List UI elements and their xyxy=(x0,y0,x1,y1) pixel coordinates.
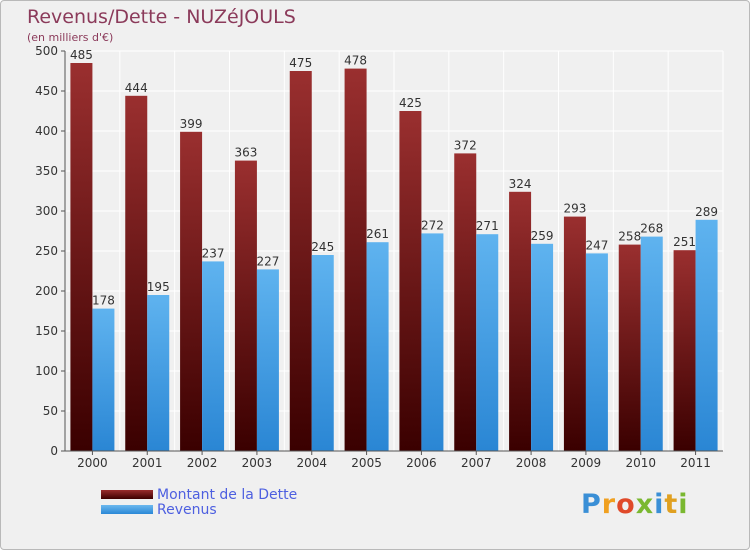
data-label: 227 xyxy=(256,254,279,268)
bar-dette xyxy=(454,153,477,451)
logo-letter: o xyxy=(616,489,636,520)
data-label: 399 xyxy=(180,117,203,131)
bar-dette xyxy=(234,160,257,451)
data-label: 425 xyxy=(399,96,422,110)
data-label: 268 xyxy=(640,222,663,236)
data-label: 289 xyxy=(695,205,718,219)
bar-revenus xyxy=(147,295,170,451)
data-label: 293 xyxy=(563,202,586,216)
bar-dette xyxy=(70,63,93,451)
y-tick-label: 450 xyxy=(35,84,58,98)
bar-dette xyxy=(673,250,696,451)
y-tick-label: 400 xyxy=(35,124,58,138)
data-label: 271 xyxy=(476,219,499,233)
data-label: 258 xyxy=(618,230,641,244)
chart-title: Revenus/Dette - NUZéJOULS xyxy=(27,6,296,28)
bar-revenus xyxy=(421,233,444,451)
bars xyxy=(70,63,718,452)
data-labels: 485 178 444 195 399 237 363 227 475 245 478 261 425 2… xyxy=(70,48,718,308)
bar-revenus xyxy=(640,236,663,451)
x-tick-label: 2010 xyxy=(625,456,656,470)
x-tick-label: 2002 xyxy=(187,456,218,470)
data-label: 247 xyxy=(585,238,608,252)
legend-label-debt: Montant de la Dette xyxy=(157,486,298,503)
logo-letter: P xyxy=(581,489,602,520)
data-label: 444 xyxy=(125,81,148,95)
bar-dette xyxy=(125,95,148,452)
bar-revenus xyxy=(256,269,279,451)
y-tick-label: 500 xyxy=(35,44,58,58)
bar-dette xyxy=(618,244,641,451)
data-label: 363 xyxy=(234,146,257,160)
bar-dette xyxy=(509,191,532,452)
bar-revenus xyxy=(476,234,499,451)
data-label: 251 xyxy=(673,235,696,249)
y-tick-label: 350 xyxy=(35,164,58,178)
legend-item-debt: Montant de la Dette xyxy=(101,486,298,503)
y-tick-label: 150 xyxy=(35,324,58,338)
bar-revenus xyxy=(92,308,115,451)
x-tick-label: 2007 xyxy=(461,456,492,470)
logo-letter: i xyxy=(678,489,689,520)
data-label: 259 xyxy=(531,229,554,243)
x-tick-label: 2001 xyxy=(132,456,163,470)
y-tick-label: 100 xyxy=(35,364,58,378)
bar-dette xyxy=(344,68,367,451)
grid-lines xyxy=(64,50,724,452)
y-tick-label: 200 xyxy=(35,284,58,298)
x-tick-label: 2006 xyxy=(406,456,437,470)
chart-subtitle: (en milliers d'€) xyxy=(27,31,114,44)
bar-dette xyxy=(563,216,586,451)
data-label: 475 xyxy=(289,56,312,70)
legend-swatch-revenus xyxy=(101,505,153,514)
bar-revenus xyxy=(311,255,334,451)
data-label: 195 xyxy=(147,280,170,294)
data-label: 478 xyxy=(344,54,367,68)
x-tick-label: 2011 xyxy=(680,456,711,470)
bar-dette xyxy=(180,131,203,452)
bar-revenus xyxy=(695,219,718,451)
logo-letter: t xyxy=(664,489,679,520)
bar-dette xyxy=(399,111,422,451)
data-label: 272 xyxy=(421,218,444,232)
bar-revenus xyxy=(585,253,608,451)
bar-revenus xyxy=(202,261,225,451)
logo-letter: i xyxy=(654,489,665,520)
y-tick-label: 300 xyxy=(35,204,58,218)
logo-letter: r xyxy=(601,489,617,520)
x-tick-label: 2004 xyxy=(296,456,327,470)
legend-swatch-debt xyxy=(101,490,153,499)
data-label: 372 xyxy=(454,138,477,152)
data-label: 178 xyxy=(92,294,115,308)
x-tick-label: 2008 xyxy=(516,456,547,470)
y-tick-label: 0 xyxy=(50,444,58,458)
data-label: 237 xyxy=(202,246,225,260)
data-label: 261 xyxy=(366,227,389,241)
y-tick-label: 50 xyxy=(43,404,58,418)
data-label: 245 xyxy=(311,240,334,254)
x-tick-label: 2003 xyxy=(242,456,273,470)
axes: 0 50 100 150 200 250 300 350 400 450 500 2000 2001 20… xyxy=(35,44,723,470)
data-label: 485 xyxy=(70,48,93,62)
data-label: 324 xyxy=(509,177,532,191)
proxiti-logo: Proxiti xyxy=(581,489,689,520)
x-tick-label: 2000 xyxy=(77,456,108,470)
legend-label-revenus: Revenus xyxy=(157,501,217,518)
bar-dette xyxy=(289,71,312,451)
bar-revenus xyxy=(366,242,389,451)
x-tick-label: 2005 xyxy=(351,456,382,470)
legend-item-revenus: Revenus xyxy=(101,501,297,518)
x-tick-label: 2009 xyxy=(571,456,602,470)
y-tick-label: 250 xyxy=(35,244,58,258)
legend: Montant de la Dette Revenus xyxy=(101,486,298,518)
logo-letter: x xyxy=(635,489,655,520)
bar-revenus xyxy=(531,243,554,451)
